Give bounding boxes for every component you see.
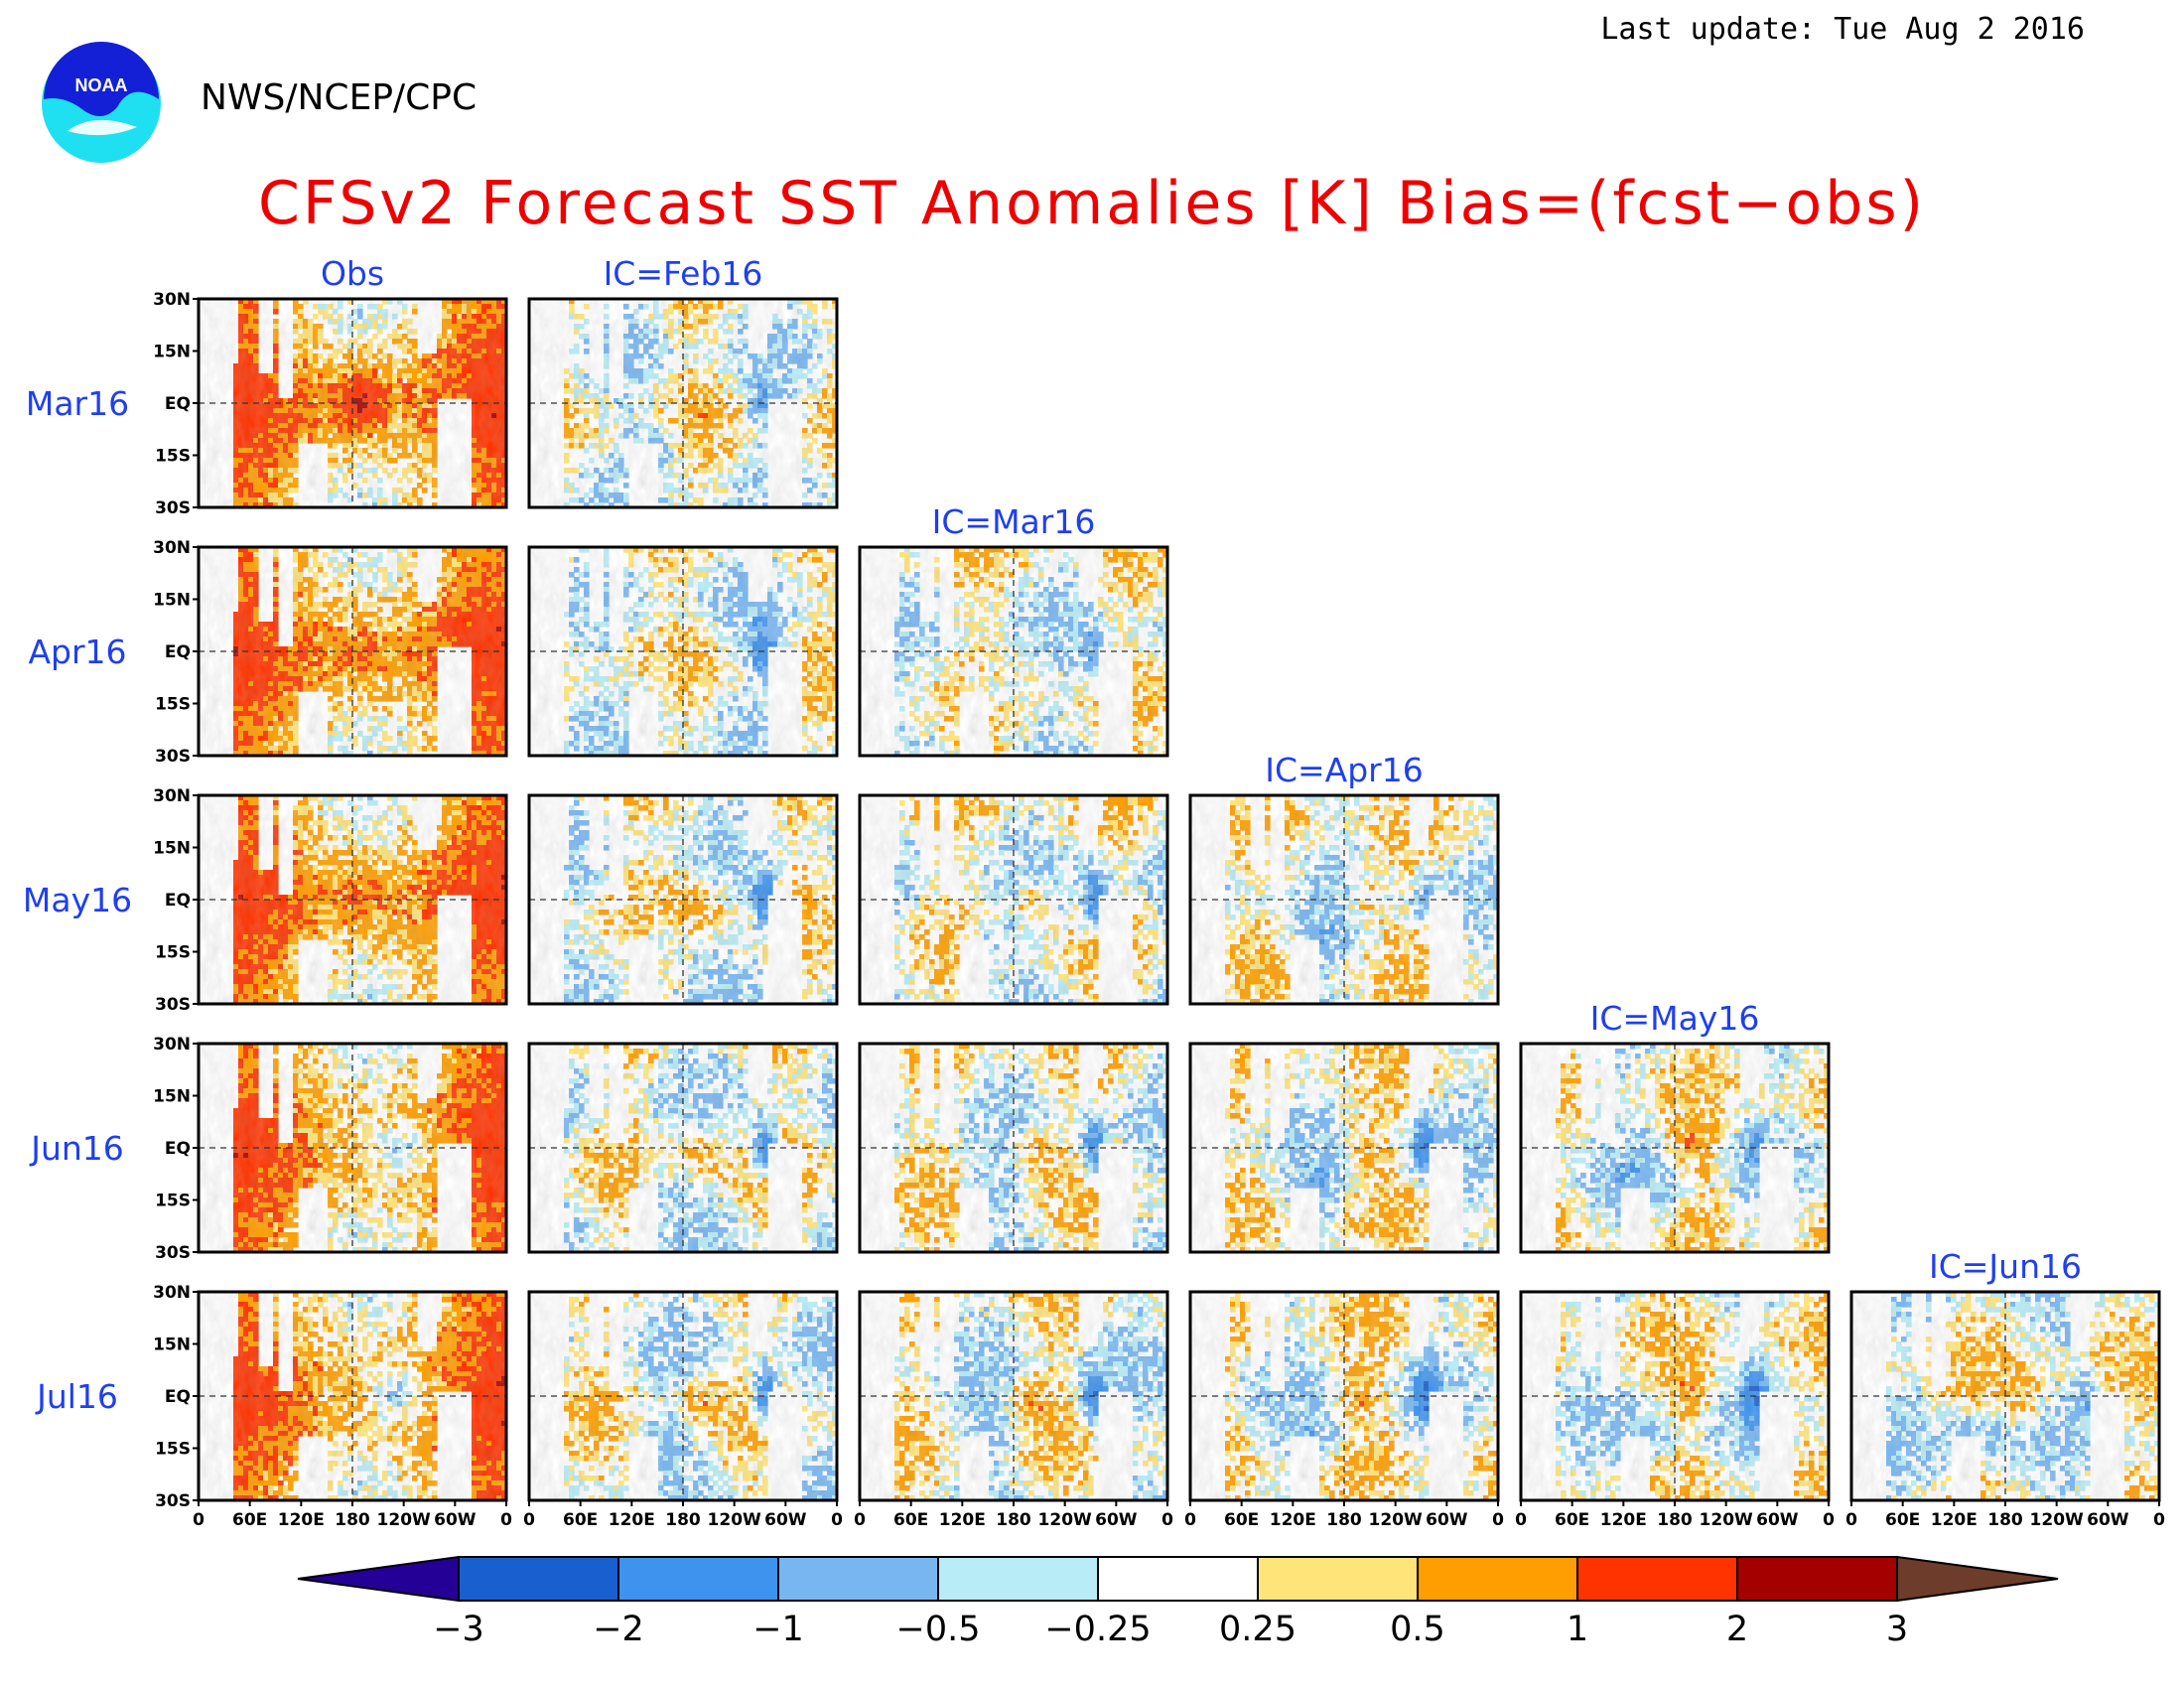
- chart-title: CFSv2 Forecast SST Anomalies [K] Bias=(f…: [0, 169, 2184, 238]
- panel-Apr16-1: [527, 545, 839, 758]
- lat-tick-label: 30N: [153, 538, 191, 558]
- panel-Mar16-0: 30N 15N EQ 15S 30S: [153, 290, 508, 518]
- lat-tick-label: EQ: [165, 394, 191, 414]
- panel-Apr16-0: 30N 15N EQ 15S 30S: [153, 538, 508, 767]
- lat-tick-label: 30S: [155, 747, 191, 767]
- panel-Mar16-1: [527, 297, 839, 509]
- noaa-logo: NOAA: [42, 42, 161, 163]
- lat-tick-label: 30S: [155, 498, 191, 518]
- lat-tick-label: 15N: [153, 343, 191, 362]
- lat-tick-label: 30N: [153, 290, 191, 310]
- last-update: Last update: Tue Aug 2 2016: [1600, 12, 2085, 47]
- lat-tick-label: 15S: [155, 447, 191, 467]
- lat-tick-label: EQ: [165, 642, 191, 662]
- agency-label: NWS/NCEP/CPC: [201, 77, 477, 118]
- panel-grid: 30N15NEQ15S30S30N15NEQ15S30S30N15NEQ15S3…: [23, 254, 2165, 1530]
- lat-tick-label: 15N: [153, 591, 191, 611]
- panel-frame: [527, 297, 839, 509]
- lat-tick-label: 15S: [155, 695, 191, 715]
